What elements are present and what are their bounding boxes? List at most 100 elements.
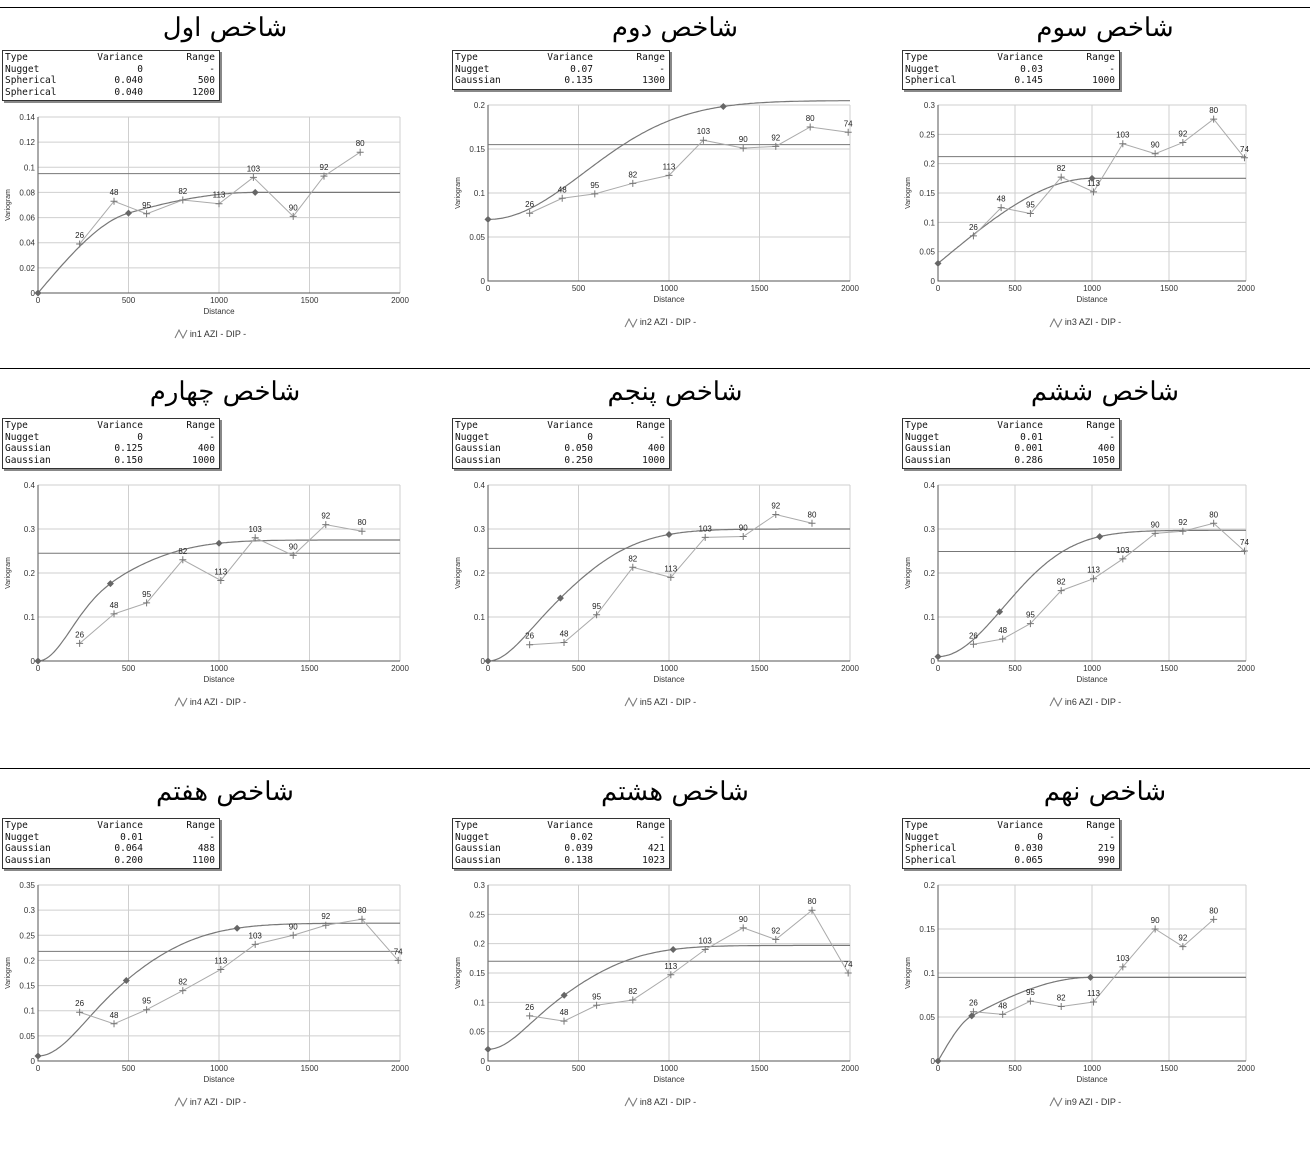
model-cell-type: Nugget <box>5 831 40 843</box>
y-tick-label: 0 <box>481 657 486 666</box>
model-header-cell: Type <box>455 820 478 831</box>
y-tick-label: 0.3 <box>474 881 486 890</box>
experimental-point <box>772 142 780 150</box>
y-tick-label: 0.12 <box>19 138 35 147</box>
model-cell-variance: 0.138 <box>564 854 593 866</box>
experimental-point <box>110 609 118 617</box>
point-count-label: 113 <box>1087 565 1100 574</box>
y-tick-label: 0.3 <box>924 525 936 534</box>
model-cell-range: 1000 <box>192 454 215 466</box>
model-header-cell: Range <box>636 420 665 431</box>
experimental-point <box>969 1007 977 1015</box>
model-cell-variance: 0.040 <box>114 75 143 86</box>
x-axis-label: Distance <box>653 295 685 304</box>
model-cell-variance: 0.250 <box>564 454 593 466</box>
model-row: Gaussian 0.200 1100 <box>5 855 215 867</box>
caption-text: in5 AZI - DIP - <box>639 696 697 707</box>
experimental-line <box>973 118 1245 237</box>
experimental-point <box>217 965 225 973</box>
x-tick-label: 2000 <box>841 1064 859 1073</box>
point-count-label: 90 <box>289 922 298 931</box>
point-count-label: 95 <box>1026 201 1035 210</box>
grid-separator-h <box>0 368 1310 369</box>
model-table: Type Variance Range Nugget 0 - Gaussian 0.125 40… <box>2 418 220 469</box>
x-tick-label: 2000 <box>841 284 859 293</box>
x-tick-label: 1000 <box>1083 284 1101 293</box>
model-cell-range: - <box>1109 63 1115 75</box>
experimental-point <box>1151 925 1159 932</box>
model-cell-type: Gaussian <box>455 443 501 454</box>
variogram-wave-icon <box>1049 317 1065 328</box>
variogram-panel: شاخص هفتم Type Variance Range Nugget 0.01- Gau… <box>0 768 450 1169</box>
model-table: Type Variance Range Nugget 0.03 - Spherical 0.1… <box>902 50 1120 90</box>
caption-text: in2 AZI - DIP - <box>639 317 697 327</box>
point-count-label: 90 <box>739 914 748 923</box>
range-marker <box>233 924 241 932</box>
experimental-point <box>739 144 747 152</box>
model-cell-variance: 0.01 <box>1020 431 1043 443</box>
model-row: Spherical 0.145 1000 <box>905 75 1115 87</box>
y-axis-label: Variogram <box>905 556 912 588</box>
model-cell-variance: 0 <box>587 431 593 443</box>
point-count-label: 80 <box>806 114 815 123</box>
y-tick-label: 0.05 <box>19 1031 35 1040</box>
variogram-panel: شاخص ششم Type Variance Range Nugget 0.01- Gaus… <box>900 368 1310 768</box>
range-marker <box>34 1051 42 1059</box>
model-row: Nugget 0 - <box>5 64 215 76</box>
point-count-label: 90 <box>289 542 298 551</box>
model-cell-variance: 0 <box>1037 831 1043 843</box>
experimental-point <box>699 136 707 144</box>
model-cell-variance: 0.064 <box>114 843 143 854</box>
point-count-label: 80 <box>808 897 817 906</box>
point-count-label: 82 <box>178 186 187 195</box>
model-cell-type: Nugget <box>5 431 40 443</box>
variogram-plot: 0 500 1000 1500 2000 0 0.1 0.2 0.3 0.4 Distance Var… <box>455 481 859 684</box>
y-tick-label: 0 <box>31 1057 36 1066</box>
point-count-label: 26 <box>75 630 84 639</box>
experimental-point <box>1026 619 1034 627</box>
model-table: Type Variance Range Nugget 0 - Gaussian 0.050 40… <box>452 418 670 469</box>
point-count-label: 26 <box>525 631 534 640</box>
x-tick-label: 1000 <box>660 664 678 673</box>
variogram-wave-icon <box>174 329 190 340</box>
y-tick-label: 0.15 <box>469 145 485 154</box>
model-row: Gaussian 0.150 1000 <box>5 455 215 467</box>
experimental-point <box>1240 154 1248 162</box>
model-cell-range: 1300 <box>642 75 665 86</box>
model-cell-variance: 0.286 <box>1014 454 1043 466</box>
model-cell-range: - <box>659 63 665 75</box>
model-cell-range: 400 <box>197 443 215 454</box>
model-cell-range: 400 <box>1097 443 1115 454</box>
experimental-point <box>217 576 225 584</box>
caption-text: in7 AZI - DIP - <box>189 1096 247 1107</box>
experimental-line <box>529 126 849 214</box>
y-tick-label: 0.06 <box>19 213 35 222</box>
range-marker <box>34 657 42 664</box>
x-tick-label: 0 <box>936 664 941 673</box>
experimental-point <box>1090 998 1098 1006</box>
y-axis-label: Variogram <box>905 177 912 209</box>
model-row: Spherical 0.040 500 <box>5 75 215 87</box>
panel-caption: in6 AZI - DIP - <box>900 697 1270 708</box>
y-tick-label: 0.4 <box>24 481 36 490</box>
point-count-label: 48 <box>560 629 569 638</box>
point-count-label: 103 <box>1116 131 1130 140</box>
point-count-label: 80 <box>356 139 365 148</box>
model-cell-variance: 0.200 <box>114 854 143 866</box>
model-cell-range: - <box>1109 831 1115 843</box>
model-row: Spherical 0.040 1200 <box>5 87 215 99</box>
model-row: Nugget 0.01 - <box>905 432 1115 444</box>
panel-caption: in9 AZI - DIP - <box>900 1097 1270 1108</box>
model-cell-type: Gaussian <box>5 843 51 854</box>
experimental-point <box>179 195 187 203</box>
y-tick-label: 0.25 <box>19 931 35 940</box>
range-marker <box>669 945 677 953</box>
y-tick-label: 0.2 <box>24 956 36 965</box>
experimental-point <box>629 995 637 1003</box>
caption-text: in6 AZI - DIP - <box>1064 696 1122 707</box>
experimental-point <box>739 923 747 931</box>
model-cell-type: Nugget <box>455 63 490 75</box>
point-count-label: 113 <box>1087 179 1100 188</box>
experimental-point <box>1210 915 1218 923</box>
